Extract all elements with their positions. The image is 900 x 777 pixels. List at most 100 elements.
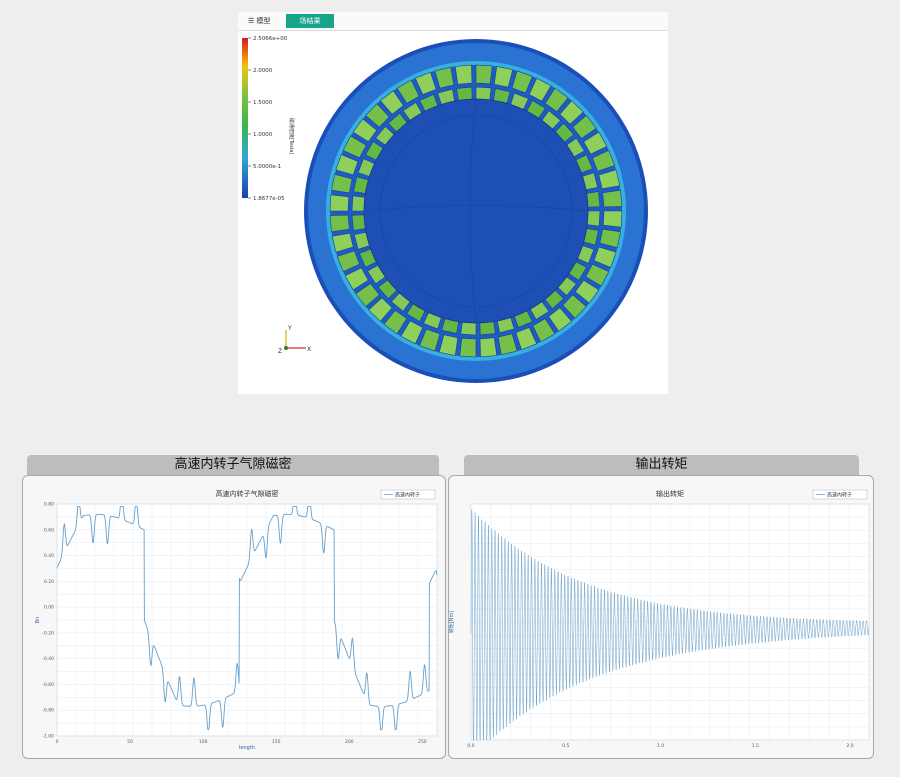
- magnet-segment: [528, 77, 552, 102]
- magnet-segment: [414, 71, 437, 95]
- magnet-segment: [583, 131, 608, 155]
- legend-tick-label: 2.0000: [253, 68, 273, 74]
- y-axis-title: Bn: [35, 617, 41, 624]
- x-tick-label: 100: [199, 739, 208, 745]
- x-tick-label: 0.0: [467, 743, 474, 749]
- magnet-segment: [493, 66, 514, 88]
- legend-label: 高速内转子: [395, 492, 420, 499]
- magnet-segment: [460, 321, 477, 336]
- chart-legend: [380, 489, 436, 500]
- magnet-segment: [344, 267, 369, 291]
- torque-series: [470, 509, 870, 741]
- y-tick-label: -1.00: [42, 734, 54, 740]
- magnet-segment: [368, 297, 393, 322]
- z-axis-label: Z: [278, 348, 282, 355]
- magnet-segment: [438, 334, 459, 356]
- tab-field-result-label: 场结果: [299, 17, 321, 25]
- magnet-segment: [336, 250, 360, 273]
- inner-rotor: [363, 98, 589, 324]
- x-tick-label: 1.0: [657, 743, 664, 749]
- magnet-segment: [352, 118, 378, 143]
- legend-tick-label: 1.8677e-05: [253, 196, 285, 202]
- left-panel-header: 高速内转子气隙磁密: [27, 455, 439, 475]
- x-tick-label: 200: [345, 739, 354, 745]
- y-tick-label: 0.60: [44, 527, 54, 533]
- magnet-segment: [355, 283, 380, 308]
- legend-tick-label: 2.5066e+00: [253, 36, 288, 42]
- magnet-segment: [342, 135, 367, 159]
- magnet-segment: [365, 103, 390, 128]
- magnet-segment: [548, 307, 573, 332]
- y-tick-label: 0.00: [44, 605, 54, 611]
- magnet-segment: [400, 320, 424, 345]
- magnet-segment: [351, 195, 366, 212]
- magnet-segment: [602, 189, 623, 208]
- magnet-segment: [454, 64, 473, 85]
- y-tick-label: 0.20: [44, 579, 54, 585]
- magnet-segment: [329, 214, 350, 233]
- x-tick-label: 0: [56, 739, 59, 745]
- rotor-mesh-lines: [363, 98, 589, 324]
- airgap-flux-chart[interactable]: 高速内转子气隙磁密 高速内转子 0 50 100 150 200 250 0.80 0.60 0.4…: [23, 476, 445, 758]
- field-plot-canvas[interactable]: 2.5066e+00 2.0000 1.5000 1.0000 5.0000e-1 1.8…: [238, 12, 668, 394]
- legend-label: 高速内转子: [827, 492, 852, 499]
- y-tick-label: -0.60: [42, 682, 54, 688]
- airgap-flux-panel: 高速内转子气隙磁密 高速内转子 0 50 100 150 200 250 0.80 0.60 0.4…: [22, 475, 446, 759]
- magnet-segment: [383, 309, 408, 335]
- model-tree-icon: ☰: [248, 17, 255, 25]
- magnet-segment: [419, 328, 441, 352]
- viewer-tab-bar: ☰ 模型 场结果: [238, 12, 668, 31]
- legend-tick-label: 1.5000: [253, 100, 273, 106]
- magnet-segment: [329, 194, 350, 212]
- flux-density-series: [56, 506, 438, 731]
- tab-model-label: 模型: [256, 17, 271, 25]
- x-tick-label: 1.5: [752, 743, 759, 749]
- legend-tick-label: 1.0000: [253, 132, 273, 138]
- magnet-segment: [544, 87, 569, 113]
- x-tick-label: 2.0: [846, 743, 853, 749]
- legend-title: 磁通密度[Tesla]: [288, 118, 295, 154]
- magnet-segment: [515, 327, 538, 351]
- axes-triad: Y X Z: [278, 325, 311, 355]
- tab-field-result[interactable]: 场结果: [286, 14, 334, 28]
- y-tick-label: 0.80: [44, 502, 54, 508]
- x-tick-label: 250: [418, 739, 427, 745]
- legend-color-bar: [242, 38, 248, 198]
- x-tick-label: 150: [272, 739, 281, 745]
- x-axis-title: length: [239, 745, 255, 751]
- magnet-segment: [396, 79, 420, 104]
- chart-title: 高速内转子气隙磁密: [216, 489, 279, 498]
- magnet-segment: [456, 86, 473, 101]
- magnet-segment: [475, 86, 492, 101]
- y-tick-label: -0.80: [42, 708, 54, 714]
- x-tick-label: 50: [127, 739, 133, 745]
- magnet-segment: [572, 114, 597, 139]
- magnet-segment: [331, 232, 354, 253]
- y-tick-label: -0.40: [42, 656, 54, 662]
- chart-legend: [812, 489, 868, 500]
- tab-model[interactable]: ☰ 模型: [242, 14, 277, 28]
- magnet-segment: [586, 210, 601, 227]
- field-result-viewer[interactable]: ☰ 模型 场结果 2.5066e+00 2.00: [238, 12, 668, 394]
- motor-cross-section: [304, 39, 648, 383]
- y-axis-label: Y: [287, 325, 292, 332]
- y-axis-title: 转矩[Nm]: [449, 611, 455, 634]
- magnet-segment: [511, 70, 533, 94]
- x-axis-label: X: [307, 346, 311, 353]
- inner-rotor-shaft: [379, 114, 573, 308]
- x-tick-label: 0.5: [562, 743, 569, 749]
- magnet-segment: [574, 279, 600, 304]
- magnet-segment: [479, 321, 496, 336]
- magnet-segment: [532, 318, 556, 343]
- magnet-segment: [598, 169, 621, 190]
- magnet-segment: [475, 64, 493, 85]
- magnet-segment: [331, 173, 353, 194]
- magnet-segment: [559, 100, 584, 125]
- output-torque-chart[interactable]: 输出转矩 高速内转子 0.0 0.5 1.0 1.5 2.0 转矩[Nm]: [449, 476, 873, 758]
- magnet-segment: [593, 246, 617, 268]
- legend-tick-label: 5.0000e-1: [253, 164, 281, 170]
- outer-magnet-ring: [329, 64, 623, 358]
- right-panel-header: 输出转矩: [464, 455, 859, 475]
- z-axis-dot: [284, 346, 288, 350]
- magnet-segment: [592, 149, 616, 172]
